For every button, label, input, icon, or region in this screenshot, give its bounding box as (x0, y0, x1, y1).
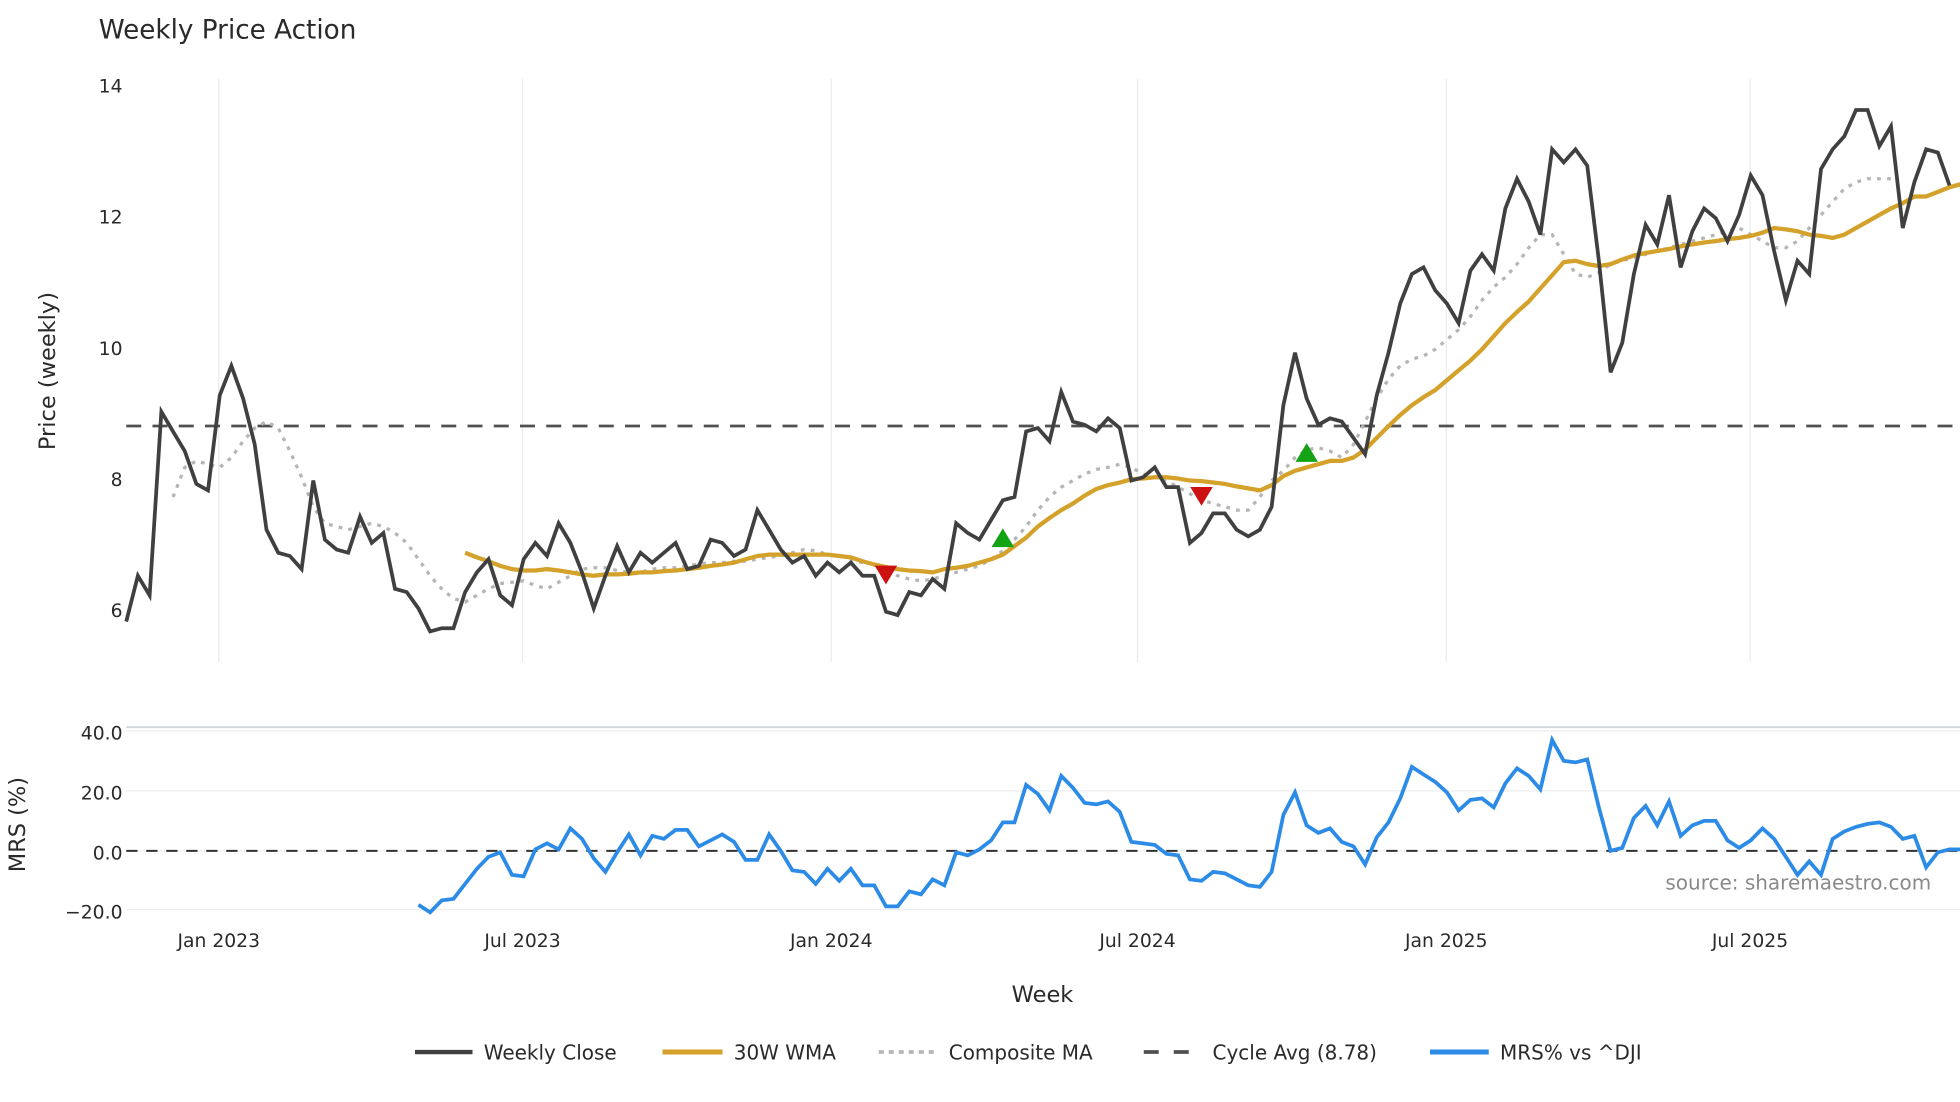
legend-label: Cycle Avg (8.78) (1212, 1041, 1376, 1065)
buy-signal-triangle-up-icon (1295, 443, 1318, 462)
mrs-ytick: −20.0 (65, 902, 122, 923)
mrs-line (417, 734, 1960, 915)
price-vertical-gridlines (218, 78, 1751, 663)
mrs-y-axis-label: MRS (%) (5, 777, 31, 872)
weekly-close-line (124, 108, 1952, 634)
price-panel: 14 12 10 8 6 Price (weekly) (35, 76, 1960, 663)
mrs-ytick: 0.0 (93, 844, 123, 865)
legend-label: MRS% vs ^DJI (1500, 1041, 1642, 1065)
price-ytick: 14 (99, 76, 123, 97)
x-axis: Jan 2023 Jul 2023 Jan 2024 Jul 2024 Jan … (176, 931, 1788, 1008)
price-ytick: 8 (111, 470, 123, 491)
buy-signal-triangle-up-icon (991, 528, 1015, 548)
sell-signal-triangle-down-icon (1190, 486, 1213, 506)
xtick: Jan 2025 (1404, 931, 1488, 952)
source-annotation: source: sharemaestro.com (1665, 871, 1931, 895)
sell-signal-triangle-down-icon (874, 565, 898, 585)
legend-label: Weekly Close (484, 1041, 617, 1065)
legend-label: Composite MA (949, 1041, 1093, 1065)
composite-ma-line (171, 177, 1892, 604)
price-y-axis-label: Price (weekly) (35, 292, 61, 450)
price-ytick: 10 (99, 339, 123, 360)
x-axis-label: Week (1012, 982, 1074, 1008)
legend-item-composite-ma[interactable]: Composite MA (878, 1041, 1093, 1065)
xtick: Jan 2023 (176, 931, 260, 952)
legend-item-mrs[interactable]: MRS% vs ^DJI (1430, 1041, 1642, 1065)
mrs-y-ticks: 40.0 20.0 0.0 −20.0 (65, 724, 122, 924)
legend-item-cycle-avg[interactable]: Cycle Avg (8.78) (1143, 1041, 1377, 1065)
legend: Weekly Close 30W WMA Composite MA Cycle … (415, 1041, 1642, 1065)
wma-30w-line (464, 182, 1960, 578)
xtick: Jul 2023 (483, 931, 560, 952)
legend-item-30w-wma[interactable]: 30W WMA (662, 1041, 837, 1065)
chart-title: Weekly Price Action (99, 16, 357, 46)
mrs-ytick: 20.0 (81, 784, 123, 805)
signal-markers (874, 443, 1318, 585)
legend-label: 30W WMA (734, 1041, 837, 1065)
price-ytick: 12 (99, 208, 123, 229)
xtick: Jul 2024 (1098, 931, 1175, 952)
price-y-ticks: 14 12 10 8 6 (99, 76, 123, 622)
price-ytick: 6 (111, 601, 123, 622)
mrs-ytick: 40.0 (81, 724, 123, 745)
mrs-panel: 40.0 20.0 0.0 −20.0 MRS (%) source: shar… (5, 724, 1960, 924)
xtick: Jul 2025 (1711, 931, 1788, 952)
xtick: Jan 2024 (789, 931, 873, 952)
legend-item-weekly-close[interactable]: Weekly Close (415, 1041, 617, 1065)
